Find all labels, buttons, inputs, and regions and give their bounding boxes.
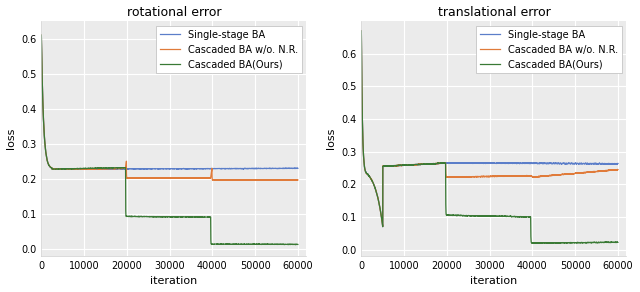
Cascaded BA(Ours): [517, 215, 525, 218]
Y-axis label: loss: loss: [326, 128, 335, 149]
Legend: Single-stage BA, Cascaded BA w/o. N.R., Cascaded BA(Ours): Single-stage BA, Cascaded BA w/o. N.R., …: [156, 26, 301, 74]
Title: translational error: translational error: [438, 6, 550, 19]
Title: rotational error: rotational error: [127, 6, 221, 19]
Line: Cascaded BA w/o. N.R.: Cascaded BA w/o. N.R.: [42, 35, 298, 180]
Cascaded BA(Ours): [402, 164, 410, 167]
Cascaded BA w/o. N.R.: [119, 167, 127, 170]
Cascaded BA w/o. N.R.: [358, 29, 365, 32]
Single-stage BA: [402, 163, 410, 167]
Single-stage BA: [517, 162, 525, 165]
Cascaded BA w/o. N.R.: [402, 163, 410, 167]
Cascaded BA(Ours): [439, 161, 447, 165]
Line: Single-stage BA: Single-stage BA: [362, 31, 618, 227]
Cascaded BA(Ours): [581, 241, 589, 244]
Single-stage BA: [261, 167, 269, 170]
Cascaded BA(Ours): [614, 241, 621, 244]
Cascaded BA(Ours): [586, 241, 593, 244]
Cascaded BA(Ours): [38, 34, 45, 37]
Cascaded BA(Ours): [292, 243, 300, 246]
Line: Cascaded BA(Ours): Cascaded BA(Ours): [362, 31, 618, 243]
Cascaded BA w/o. N.R.: [38, 33, 45, 37]
Line: Cascaded BA(Ours): Cascaded BA(Ours): [42, 35, 298, 245]
Cascaded BA(Ours): [358, 29, 365, 33]
Cascaded BA w/o. N.R.: [197, 176, 205, 180]
Cascaded BA w/o. N.R.: [272, 178, 280, 182]
Cascaded BA(Ours): [266, 243, 273, 246]
Cascaded BA(Ours): [529, 241, 536, 245]
Cascaded BA w/o. N.R.: [266, 178, 273, 182]
Cascaded BA w/o. N.R.: [82, 167, 90, 171]
Cascaded BA w/o. N.R.: [586, 170, 593, 174]
Cascaded BA(Ours): [294, 243, 301, 246]
Cascaded BA w/o. N.R.: [261, 178, 269, 182]
Cascaded BA w/o. N.R.: [261, 178, 269, 182]
Cascaded BA w/o. N.R.: [581, 171, 589, 174]
Y-axis label: loss: loss: [6, 128, 15, 149]
Cascaded BA w/o. N.R.: [294, 178, 301, 182]
Cascaded BA w/o. N.R.: [379, 225, 387, 228]
Cascaded BA w/o. N.R.: [614, 168, 621, 171]
Single-stage BA: [266, 167, 273, 170]
Single-stage BA: [358, 29, 365, 33]
Single-stage BA: [197, 167, 205, 171]
Single-stage BA: [439, 162, 447, 165]
Cascaded BA(Ours): [581, 241, 589, 244]
Cascaded BA w/o. N.R.: [439, 161, 447, 165]
Line: Single-stage BA: Single-stage BA: [42, 35, 298, 169]
Single-stage BA: [379, 225, 387, 228]
Single-stage BA: [614, 162, 621, 165]
Single-stage BA: [63, 168, 70, 171]
Single-stage BA: [261, 167, 269, 170]
Cascaded BA(Ours): [119, 166, 127, 169]
Cascaded BA w/o. N.R.: [517, 174, 525, 178]
Single-stage BA: [38, 34, 45, 37]
Cascaded BA(Ours): [197, 215, 205, 219]
Single-stage BA: [581, 162, 589, 165]
Cascaded BA(Ours): [261, 243, 269, 246]
X-axis label: iteration: iteration: [470, 277, 518, 286]
Cascaded BA w/o. N.R.: [581, 171, 589, 174]
X-axis label: iteration: iteration: [150, 277, 198, 286]
Single-stage BA: [581, 162, 589, 166]
Single-stage BA: [294, 166, 301, 170]
Cascaded BA(Ours): [82, 167, 90, 170]
Legend: Single-stage BA, Cascaded BA w/o. N.R., Cascaded BA(Ours): Single-stage BA, Cascaded BA w/o. N.R., …: [476, 26, 621, 74]
Single-stage BA: [82, 167, 90, 171]
Single-stage BA: [586, 162, 593, 165]
Single-stage BA: [119, 167, 127, 171]
Cascaded BA(Ours): [261, 243, 269, 246]
Line: Cascaded BA w/o. N.R.: Cascaded BA w/o. N.R.: [362, 31, 618, 227]
